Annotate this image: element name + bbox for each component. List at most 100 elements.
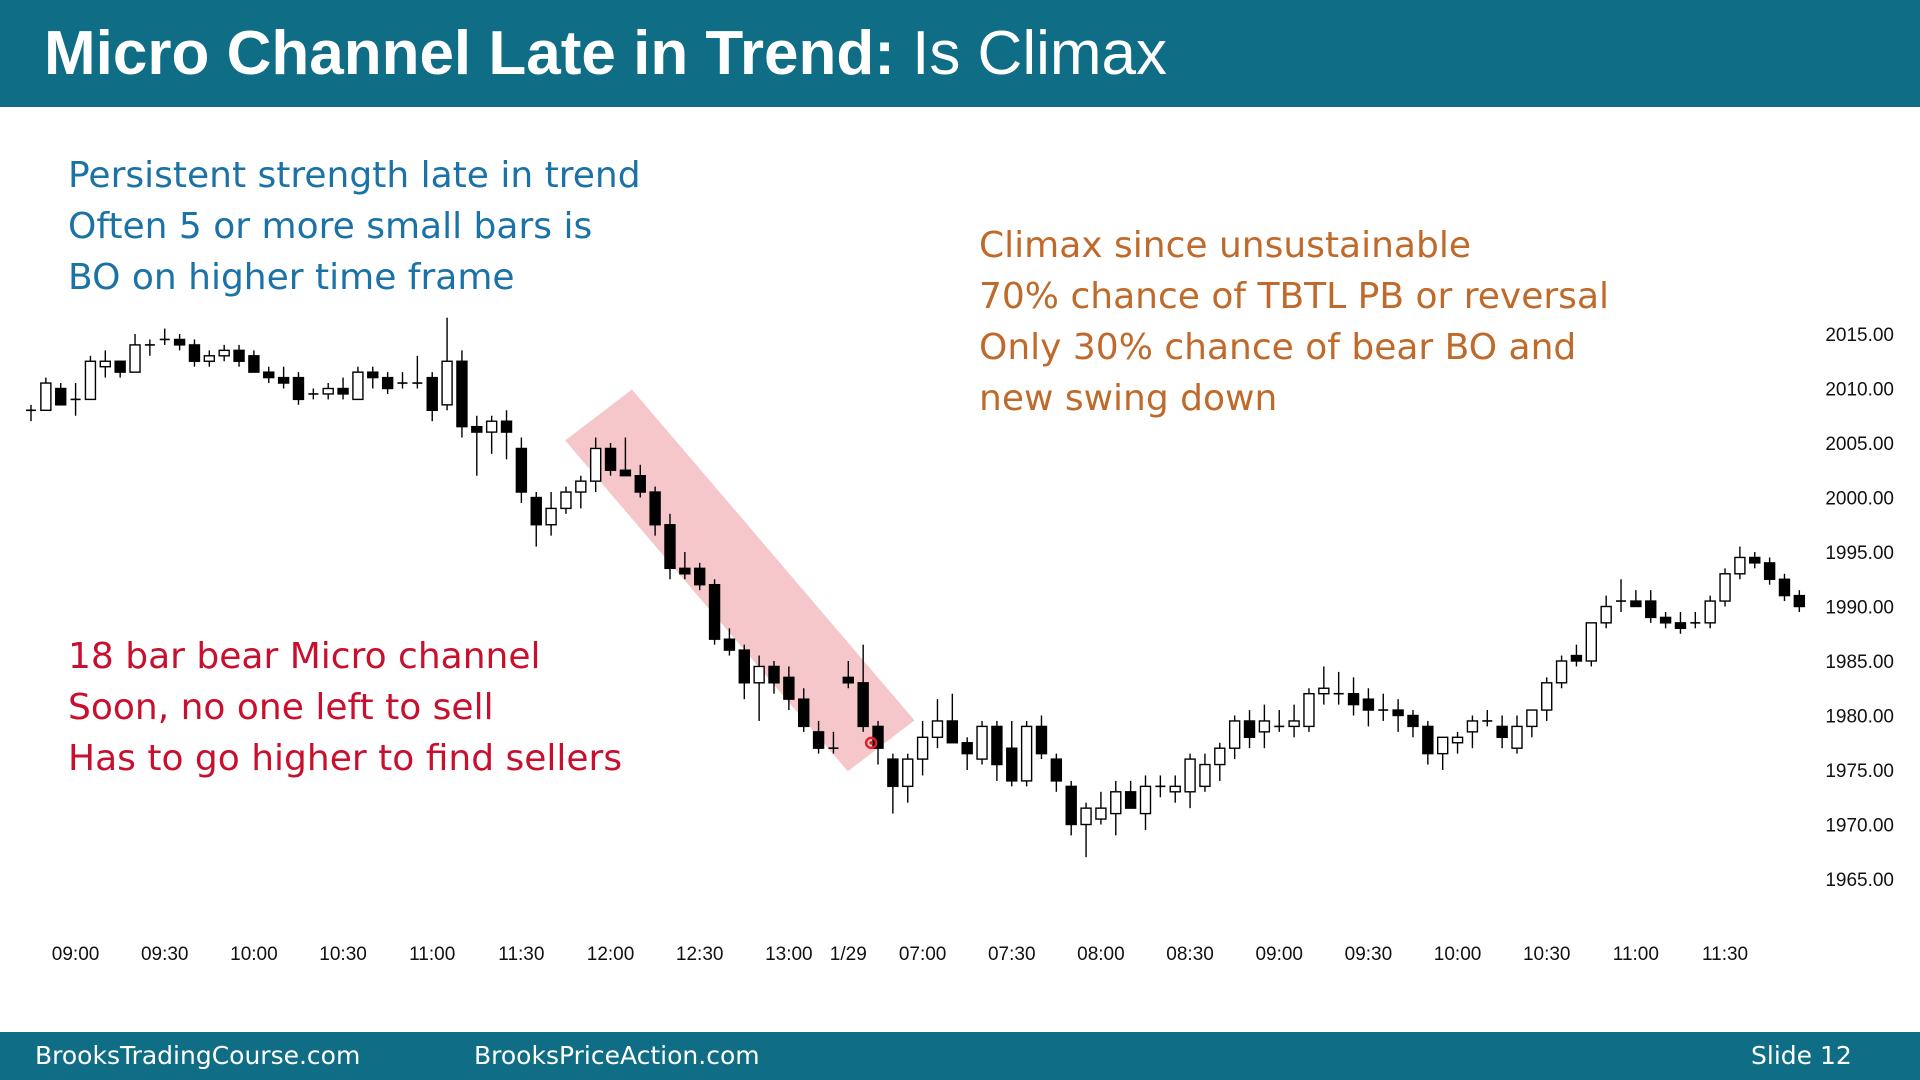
y-tick-label: 1965.00 <box>1825 870 1894 891</box>
note-orange-line-2: 70% chance of TBTL PB or reversal <box>979 276 1609 317</box>
candle <box>1645 590 1657 623</box>
bear-candle-body <box>708 584 721 640</box>
bull-candle-body <box>1511 725 1523 749</box>
candle <box>634 464 646 498</box>
x-tick-label: 09:00 <box>52 944 100 965</box>
x-tick-label: 11:00 <box>1613 944 1659 965</box>
candle <box>70 383 81 416</box>
candle <box>1065 780 1077 836</box>
bull-candle-body <box>902 758 914 788</box>
candle <box>1110 780 1122 836</box>
bear-candle-body <box>1793 594 1806 608</box>
bear-candle-body <box>887 758 899 788</box>
bull-candle-body <box>1466 720 1479 733</box>
x-axis-layer: 09:00 09:30 10:00 10:30 11:00 11:30 12:00 12:30… <box>52 944 1748 965</box>
signal-marker-dot <box>869 741 873 745</box>
x-tick-label: 11:30 <box>498 944 544 965</box>
bear-candle-body <box>515 447 528 493</box>
x-tick-label: 1/29 <box>830 944 867 965</box>
candle <box>188 339 201 367</box>
candle <box>828 731 839 754</box>
bull-candle-body <box>441 360 453 406</box>
candle <box>1630 590 1642 608</box>
candle <box>991 720 1003 781</box>
candle <box>233 344 245 367</box>
candle <box>129 334 141 373</box>
bear-candle-body <box>768 665 780 684</box>
candle <box>1407 710 1419 738</box>
bear-candle-body <box>1243 720 1256 739</box>
candle <box>812 720 825 754</box>
x-tick-label: 08:00 <box>1077 944 1125 965</box>
candle <box>1184 753 1196 809</box>
candle <box>738 644 750 700</box>
bull-candle-body <box>485 420 498 433</box>
note-blue: Persistent strength late in trend Often … <box>68 150 641 303</box>
bull-candle-body <box>1541 682 1553 711</box>
x-tick-label: 10:00 <box>1434 944 1482 965</box>
candle <box>530 492 542 547</box>
bear-candle-body <box>500 420 513 433</box>
bull-candle-body <box>1228 720 1241 749</box>
candle <box>887 753 899 814</box>
candle <box>946 693 959 744</box>
candle <box>1496 715 1508 749</box>
candle <box>931 699 944 749</box>
candle <box>961 737 973 770</box>
bull-candle-body <box>575 480 587 493</box>
candle <box>1690 611 1701 629</box>
bull-candle-body <box>976 725 988 760</box>
x-tick-label: 11:30 <box>1702 944 1748 965</box>
candle <box>159 328 170 345</box>
candle <box>1155 775 1166 798</box>
candle <box>604 443 617 476</box>
candle <box>842 661 854 689</box>
x-tick-label: 11:00 <box>409 944 455 965</box>
candle <box>872 720 884 765</box>
candle <box>1734 546 1746 580</box>
note-blue-line-1: Persistent strength late in trend <box>68 155 641 196</box>
candle <box>1451 731 1464 754</box>
candle <box>1778 573 1791 602</box>
bear-candle-body <box>1065 785 1077 826</box>
y-tick-label: 1985.00 <box>1825 652 1894 673</box>
candle <box>352 366 364 401</box>
bear-candle-body <box>723 638 736 651</box>
candles-layer <box>26 317 1806 858</box>
bull-candle-body <box>1555 660 1568 684</box>
candle <box>1228 715 1241 760</box>
bull-candle-body <box>322 387 334 395</box>
micro-channel-highlight-layer <box>565 389 915 772</box>
bull-candle-body <box>84 360 97 401</box>
y-tick-label: 2005.00 <box>1825 434 1894 455</box>
bull-candle-body <box>1258 720 1271 733</box>
bear-candle-body <box>1422 725 1434 755</box>
candle <box>1466 715 1479 749</box>
candle <box>1526 709 1538 738</box>
bull-candle-body <box>1719 573 1731 602</box>
bear-candle-body <box>1362 698 1375 711</box>
candle <box>263 366 275 384</box>
bull-candle-body <box>1585 622 1598 662</box>
bear-candle-body <box>664 524 676 570</box>
note-red-line-2: Soon, no one left to sell <box>68 687 494 728</box>
bear-candle-body <box>1570 654 1583 662</box>
title-bold: Micro Channel Late in Trend: <box>44 19 895 88</box>
candle <box>916 720 929 776</box>
bull-candle-body <box>1318 687 1330 695</box>
note-orange-line-4: new swing down <box>979 378 1278 419</box>
bear-candle-body <box>263 371 275 379</box>
candle <box>1288 704 1300 738</box>
note-orange: Climax since unsustainable 70% chance of… <box>979 220 1609 424</box>
candle <box>902 753 914 803</box>
candle <box>1719 568 1731 607</box>
title-rest: Is Climax <box>912 19 1168 88</box>
x-tick-label: 10:00 <box>230 944 278 965</box>
bear-candle-body <box>679 567 691 575</box>
bear-candle-body <box>604 447 617 471</box>
candle <box>708 579 721 645</box>
candle <box>1347 677 1360 716</box>
bear-candle-body <box>1347 693 1360 706</box>
candle <box>679 552 691 580</box>
